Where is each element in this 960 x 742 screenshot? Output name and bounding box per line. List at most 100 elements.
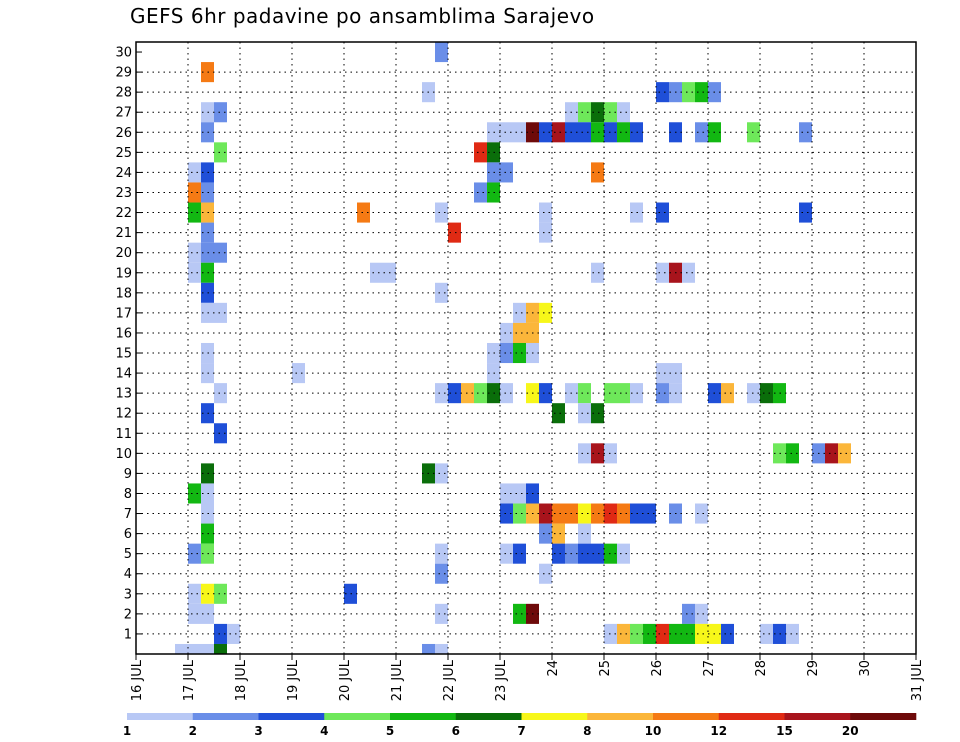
y-tick-label: 11 [115, 427, 132, 442]
x-tick-label: 21 JUL [390, 659, 405, 701]
y-tick-label: 26 [115, 126, 132, 141]
legend-label: 12 [710, 724, 727, 738]
heatmap-cell [188, 603, 201, 624]
heatmap-cell [500, 543, 513, 564]
y-tick-label: 1 [124, 627, 132, 642]
legend-label: 6 [452, 724, 460, 738]
heatmap-cell [578, 443, 591, 464]
y-tick-label: 30 [115, 46, 132, 61]
heatmap-cell [370, 262, 383, 283]
legend-label: 15 [776, 724, 793, 738]
x-tick-label: 23 JUL [494, 659, 509, 701]
heatmap-cell [838, 443, 851, 464]
x-tick-label: 20 JUL [338, 659, 353, 701]
legend-label: 3 [254, 724, 262, 738]
heatmap-cell [474, 142, 487, 163]
x-tick-label: 16 JUL [130, 659, 145, 701]
heatmap-cell [643, 623, 656, 644]
legend-label: 8 [583, 724, 591, 738]
heatmap-cell [214, 383, 227, 404]
heatmap-cell [786, 623, 799, 644]
heatmap-cells [175, 42, 851, 654]
heatmap-cell [552, 503, 565, 524]
heatmap-cell [188, 242, 201, 263]
heatmap-cell [214, 302, 227, 323]
heatmap-cell [578, 383, 591, 404]
heatmap-cell [435, 603, 448, 624]
heatmap-cell [513, 483, 526, 504]
y-tick-label: 4 [124, 567, 132, 582]
y-tick-label: 28 [115, 86, 132, 101]
y-tick-label: 19 [115, 266, 132, 281]
heatmap-cell [682, 82, 695, 103]
heatmap-cell [214, 423, 227, 444]
heatmap-cell [617, 503, 630, 524]
color-legend: 1 2 3 4 5 6 7 8 10 12 15 20 [123, 713, 917, 738]
heatmap-cell [695, 603, 708, 624]
heatmap-cell [539, 202, 552, 223]
heatmap-cell [188, 483, 201, 504]
heatmap-cell [578, 102, 591, 123]
heatmap-cell [435, 383, 448, 404]
legend-swatch [784, 713, 851, 720]
heatmap-cell [591, 122, 604, 143]
heatmap-cell [448, 383, 461, 404]
heatmap-cell [435, 282, 448, 303]
legend-swatch [324, 713, 391, 720]
heatmap-cell [539, 523, 552, 544]
heatmap-cell [552, 523, 565, 544]
legend-label: 1 [123, 724, 131, 738]
legend-label: 20 [842, 724, 859, 738]
heatmap-cell [656, 202, 669, 223]
x-tick-label: 19 JUL [286, 659, 301, 701]
x-axis: 16 JUL 17 JUL 18 JUL 19 JUL 20 JUL 21 JUL 22 J… [130, 654, 925, 701]
plot-frame [135, 41, 917, 655]
heatmap-cell [591, 543, 604, 564]
legend-swatch [587, 713, 654, 720]
heatmap-cell [422, 643, 435, 654]
y-tick-label: 22 [115, 206, 132, 221]
heatmap-cell [188, 583, 201, 604]
heatmap-cell [760, 383, 773, 404]
heatmap-cell [292, 363, 305, 384]
chart-title: GEFS 6hr padavine po ansamblima Sarajevo [130, 4, 595, 28]
legend-label: 7 [517, 724, 525, 738]
heatmap-cell [513, 302, 526, 323]
heatmap-cell [656, 82, 669, 103]
heatmap-cell [578, 523, 591, 544]
heatmap-cell [539, 302, 552, 323]
heatmap-cell [591, 262, 604, 283]
heatmap-cell [214, 643, 227, 654]
heatmap-cell [552, 122, 565, 143]
grid-lines [136, 42, 916, 654]
heatmap-cell [188, 202, 201, 223]
heatmap-cell [591, 102, 604, 123]
heatmap-cell [513, 342, 526, 364]
legend-swatch [258, 713, 325, 720]
heatmap-cell [188, 643, 201, 654]
x-tick-label: 22 JUL [442, 659, 457, 701]
heatmap-cell [617, 623, 630, 644]
heatmap-cell [500, 503, 513, 524]
heatmap-cell [188, 182, 201, 203]
legend-label: 2 [189, 724, 197, 738]
y-tick-label: 25 [115, 146, 132, 161]
legend-swatch [455, 713, 522, 720]
heatmap-cell [513, 543, 526, 564]
heatmap-cell [578, 503, 591, 524]
heatmap-cell [617, 543, 630, 564]
y-tick-label: 23 [115, 186, 132, 201]
heatmap-cell [435, 563, 448, 584]
heatmap-cell [825, 443, 838, 464]
heatmap-cell [656, 623, 669, 644]
heatmap-cell [188, 543, 201, 564]
heatmap-cell [695, 122, 708, 143]
y-tick-label: 5 [124, 547, 132, 562]
heatmap-cell [214, 142, 227, 163]
legend-swatch [521, 713, 588, 720]
y-tick-label: 21 [115, 226, 132, 241]
heatmap-cell [656, 262, 669, 283]
heatmap-cell [760, 623, 773, 644]
x-tick-label: 25 [598, 660, 613, 677]
